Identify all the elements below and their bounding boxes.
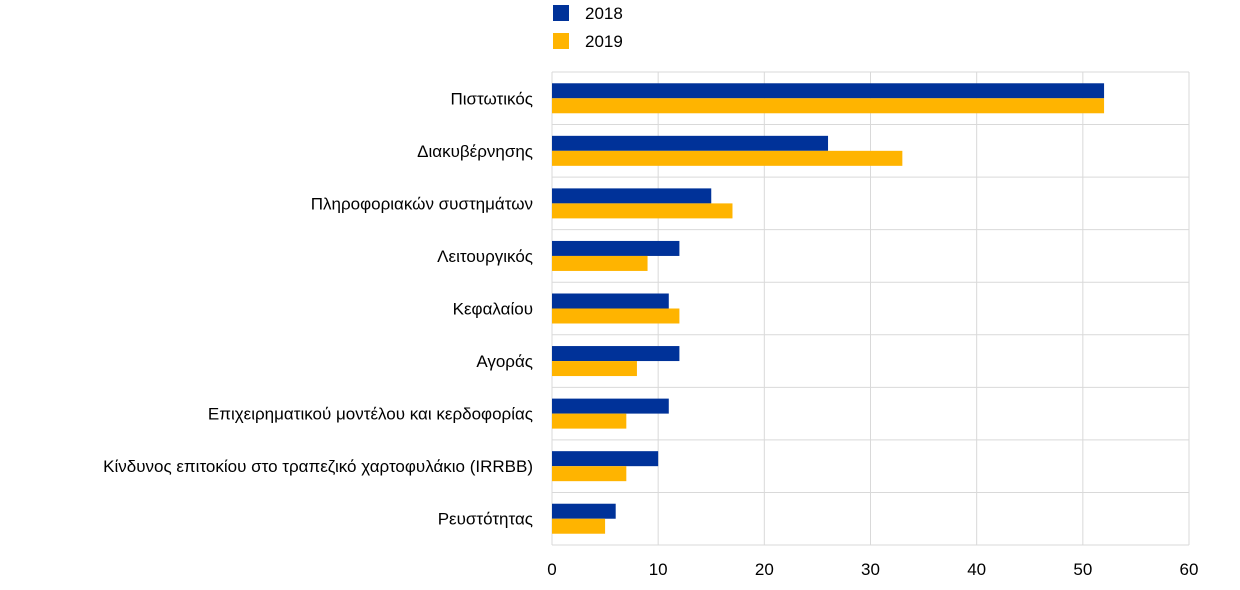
x-tick-label: 20 xyxy=(755,560,774,579)
bar-2018 xyxy=(552,83,1105,99)
bar-2019 xyxy=(552,308,680,324)
bar-2019 xyxy=(552,255,648,271)
category-label: Κίνδυνος επιτοκίου στο τραπεζικό χαρτοφυ… xyxy=(103,457,533,476)
bar-2019 xyxy=(552,98,1105,114)
bar-2018 xyxy=(552,503,616,519)
bar-2018 xyxy=(552,346,680,362)
legend: 2018 2019 xyxy=(553,4,623,51)
legend-label-2019: 2019 xyxy=(585,32,623,51)
bar-2018 xyxy=(552,188,712,204)
category-label: Επιχειρηματικού μοντέλου και κερδοφορίας xyxy=(208,405,533,424)
bar-2018 xyxy=(552,398,669,414)
bar-2019 xyxy=(552,466,627,482)
category-label: Ρευστότητας xyxy=(438,510,533,529)
x-tick-label: 40 xyxy=(967,560,986,579)
x-tick-label: 30 xyxy=(861,560,880,579)
category-label: Διακυβέρνησης xyxy=(417,142,533,161)
bar-2019 xyxy=(552,203,733,219)
bar-2019 xyxy=(552,413,627,429)
category-label: Κεφαλαίου xyxy=(453,300,533,319)
legend-swatch-2018 xyxy=(553,5,569,21)
category-label: Αγοράς xyxy=(476,352,533,371)
legend-label-2018: 2018 xyxy=(585,4,623,23)
category-labels: Πιστωτικός Διακυβέρνησης Πληροφοριακών συσ… xyxy=(103,89,533,528)
category-label: Πληροφοριακών συστημάτων xyxy=(311,194,533,213)
bar-2019 xyxy=(552,150,903,166)
bars xyxy=(552,83,1105,534)
bar-2018 xyxy=(552,240,680,256)
x-tick-label: 50 xyxy=(1073,560,1092,579)
category-label: Λειτουργικός xyxy=(437,247,533,266)
bar-2019 xyxy=(552,518,606,534)
x-tick-label: 10 xyxy=(649,560,668,579)
bar-2019 xyxy=(552,361,637,377)
x-tick-label: 60 xyxy=(1180,560,1199,579)
bar-2018 xyxy=(552,451,659,467)
bar-2018 xyxy=(552,135,829,151)
bar-2018 xyxy=(552,293,669,309)
x-tick-label: 0 xyxy=(547,560,556,579)
x-axis-tick-labels: 0 10 20 30 40 50 60 xyxy=(547,560,1198,579)
legend-swatch-2019 xyxy=(553,33,569,49)
category-label: Πιστωτικός xyxy=(451,89,534,108)
